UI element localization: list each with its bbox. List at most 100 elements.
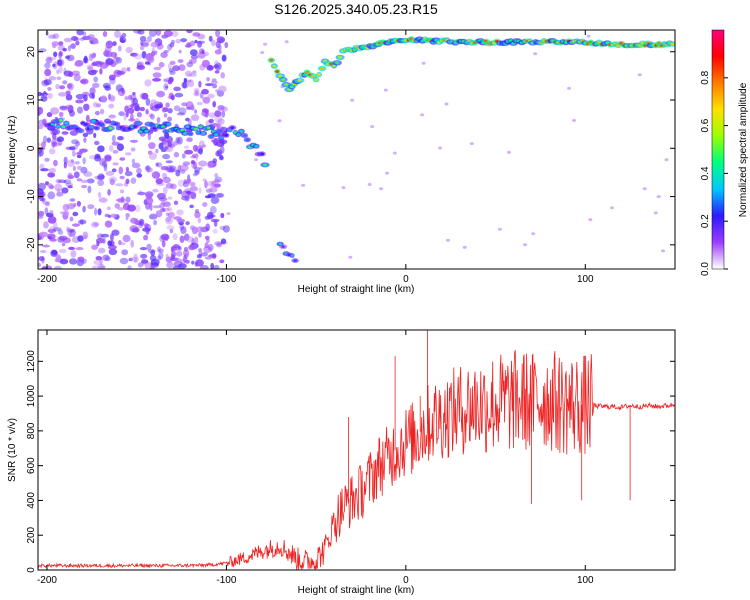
- y-tick-label: 200: [26, 526, 37, 543]
- noise-speckle: [172, 265, 180, 269]
- noise-speckle: [163, 186, 168, 195]
- noise-speckle: [160, 233, 170, 241]
- noise-speckle: [47, 87, 52, 91]
- noise-speckle: [83, 137, 87, 143]
- noise-speckle: [147, 132, 152, 141]
- colorbar-segment: [712, 193, 724, 196]
- spectral-blob-core: [196, 131, 201, 135]
- snr-xlabel: Height of straight line (km): [298, 585, 415, 596]
- noise-speckle: [99, 62, 109, 69]
- noise-speckle: [162, 207, 166, 212]
- noise-speckle: [99, 108, 105, 115]
- noise-speckle: [53, 159, 58, 167]
- colorbar-segment: [712, 133, 724, 137]
- noise-speckle: [198, 187, 202, 194]
- x-tick-label: 0: [403, 575, 409, 586]
- noise-speckle: [68, 246, 75, 250]
- spectral-blob-core: [254, 144, 259, 148]
- noise-speckle: [213, 64, 220, 69]
- colorbar-segment: [712, 59, 724, 63]
- noise-speckle: [47, 191, 56, 200]
- noise-speckle: [58, 41, 64, 46]
- noise-speckle: [136, 167, 142, 174]
- noise-speckle: [155, 178, 163, 185]
- noise-speckle: [104, 44, 113, 49]
- noise-speckle: [173, 86, 181, 92]
- noise-speckle: [58, 248, 67, 254]
- noise-speckle: [119, 175, 125, 180]
- noise-speckle: [215, 40, 221, 49]
- spectral-blob-core: [150, 123, 154, 127]
- noise-speckle: [567, 86, 572, 90]
- noise-speckle: [75, 40, 80, 46]
- colorbar-tick-label: 0.2: [700, 214, 711, 228]
- noise-speckle: [76, 154, 82, 159]
- noise-speckle: [45, 57, 53, 64]
- noise-speckle: [661, 249, 665, 253]
- x-tick-label: -100: [216, 274, 236, 285]
- noise-speckle: [202, 144, 206, 148]
- noise-speckle: [206, 77, 210, 82]
- noise-speckle: [69, 258, 78, 265]
- noise-speckle: [57, 188, 61, 196]
- noise-speckle: [147, 35, 152, 43]
- noise-speckle: [102, 160, 108, 168]
- noise-speckle: [213, 264, 220, 269]
- noise-speckle: [110, 51, 117, 58]
- noise-speckle: [226, 212, 231, 216]
- colorbar-segment: [712, 183, 724, 186]
- noise-speckle: [108, 244, 117, 250]
- colorbar-segment: [712, 45, 724, 49]
- noise-speckle: [163, 78, 168, 83]
- noise-speckle: [121, 32, 127, 38]
- noise-speckle: [189, 49, 198, 56]
- spectral-blob-core: [133, 125, 138, 128]
- spectral-blob-core: [166, 122, 171, 126]
- noise-speckle: [145, 228, 150, 235]
- noise-speckle: [174, 257, 182, 263]
- noise-speckle: [125, 46, 133, 54]
- noise-speckle: [168, 211, 175, 218]
- noise-speckle: [71, 149, 76, 157]
- y-tick-label: 1000: [26, 385, 37, 408]
- colorbar-segment: [712, 145, 724, 149]
- colorbar-segment: [712, 219, 724, 222]
- noise-speckle: [58, 92, 67, 97]
- noise-speckle: [176, 112, 186, 116]
- noise-speckle: [507, 150, 511, 154]
- noise-speckle: [214, 70, 220, 74]
- noise-speckle: [149, 103, 154, 111]
- noise-speckle: [47, 236, 52, 240]
- noise-speckle: [152, 188, 159, 193]
- noise-speckle: [104, 213, 110, 218]
- noise-speckle: [158, 62, 165, 68]
- noise-speckle: [72, 211, 79, 217]
- noise-speckle: [43, 221, 49, 229]
- noise-speckle: [38, 107, 44, 115]
- noise-speckle: [109, 178, 116, 186]
- colorbar-segment: [712, 131, 724, 135]
- noise-speckle: [186, 178, 191, 185]
- colorbar-segment: [712, 93, 724, 97]
- noise-speckle: [201, 112, 206, 116]
- noise-speckle: [56, 136, 64, 142]
- noise-speckle: [169, 60, 176, 65]
- noise-speckle: [52, 222, 58, 230]
- noise-speckle: [92, 40, 100, 45]
- noise-speckle: [167, 63, 172, 70]
- noise-speckle: [150, 113, 155, 120]
- noise-speckle: [184, 233, 190, 241]
- noise-speckle: [125, 217, 129, 221]
- spectral-blob-core: [56, 125, 60, 128]
- noise-speckle: [152, 205, 161, 209]
- colorbar-segment: [712, 159, 724, 163]
- spectral-blob-core: [281, 78, 286, 81]
- noise-speckle: [610, 206, 614, 210]
- colorbar-segment: [712, 149, 724, 153]
- noise-speckle: [136, 65, 146, 70]
- noise-speckle: [531, 232, 536, 236]
- noise-speckle: [215, 150, 221, 157]
- noise-speckle: [207, 160, 214, 169]
- noise-speckle: [82, 31, 87, 37]
